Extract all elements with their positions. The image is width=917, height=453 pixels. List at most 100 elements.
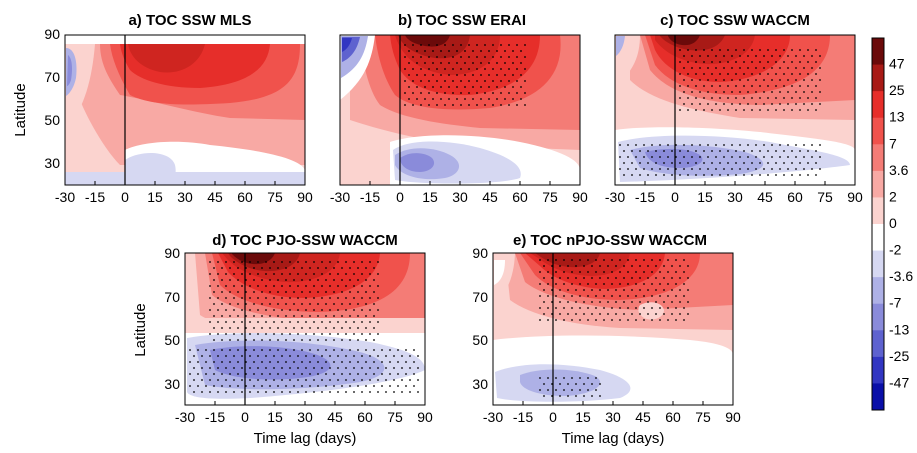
stipple-dot [715, 103, 717, 105]
stipple-dot [404, 68, 406, 70]
stipple-dot [245, 339, 247, 341]
stipple-dot [293, 373, 295, 375]
stipple-dot [281, 261, 283, 263]
stipple-dot [229, 361, 231, 363]
stipple-dot [456, 62, 458, 64]
colorbar-label: 47 [889, 56, 905, 72]
stipple-dot [217, 379, 219, 381]
stipple-dot [555, 271, 557, 273]
stipple-dot [599, 289, 601, 291]
stipple-dot [671, 313, 673, 315]
stipple-dot [365, 327, 367, 329]
stipple-dot [703, 73, 705, 75]
stipple-dot [385, 391, 387, 393]
stipple-dot [329, 273, 331, 275]
stipple-dot [217, 333, 219, 335]
stipple-dot [353, 391, 355, 393]
stipple-dot [679, 97, 681, 99]
stipple-dot [567, 395, 569, 397]
stipple-dot [779, 156, 781, 158]
stipple-dot [711, 97, 713, 99]
stipple-dot [687, 265, 689, 267]
stipple-dot [795, 144, 797, 146]
stipple-dot [293, 291, 295, 293]
stipple-dot [579, 259, 581, 261]
stipple-dot [571, 271, 573, 273]
stipple-dot [496, 50, 498, 52]
stipple-dot [675, 271, 677, 273]
stipple-dot [775, 61, 777, 63]
stipple-dot [321, 355, 323, 357]
stipple-dot [691, 168, 693, 170]
stipple-dot [631, 313, 633, 315]
stipple-dot [799, 73, 801, 75]
stipple-dot [671, 289, 673, 291]
stipple-dot [369, 321, 371, 323]
stipple-dot [803, 103, 805, 105]
stipple-dot [273, 273, 275, 275]
stipple-dot [229, 279, 231, 281]
stipple-dot [428, 44, 430, 46]
stipple-dot [245, 315, 247, 317]
panel-d-ytick-30: 30 [164, 376, 180, 392]
stipple-dot [615, 301, 617, 303]
stipple-dot [707, 168, 709, 170]
stipple-dot [329, 261, 331, 263]
stipple-dot [619, 168, 621, 170]
stipple-dot [484, 56, 486, 58]
stipple-dot [635, 271, 637, 273]
stipple-dot [333, 315, 335, 317]
stipple-dot [659, 144, 661, 146]
stipple-dot [727, 109, 729, 111]
stipple-dot [611, 283, 613, 285]
stipple-dot [405, 349, 407, 351]
stipple-dot [551, 313, 553, 315]
colorbar-label: 25 [889, 82, 905, 98]
stipple-dot [791, 162, 793, 164]
stipple-dot [412, 44, 414, 46]
stipple-dot [779, 67, 781, 69]
stipple-dot [575, 289, 577, 291]
stipple-dot [285, 349, 287, 351]
panel-a-ylabel: Latitude [12, 83, 29, 136]
stipple-dot [807, 61, 809, 63]
stipple-dot [739, 156, 741, 158]
stipple-dot [643, 295, 645, 297]
stipple-dot [377, 273, 379, 275]
stipple-dot [815, 174, 817, 176]
panel-c-xticks: -30 -15 0 15 30 45 60 75 90 [605, 181, 863, 205]
stipple-dot [723, 67, 725, 69]
stipple-dot [667, 283, 669, 285]
stipple-dot [309, 291, 311, 293]
stipple-dot [567, 289, 569, 291]
stipple-dot [472, 74, 474, 76]
stipple-dot [807, 109, 809, 111]
stipple-dot [767, 150, 769, 152]
stipple-dot [404, 92, 406, 94]
stipple-dot [265, 285, 267, 287]
stipple-dot [436, 92, 438, 94]
stipple-dot [508, 80, 510, 82]
stipple-dot [405, 385, 407, 387]
stipple-dot [703, 150, 705, 152]
stipple-dot [751, 61, 753, 63]
stipple-dot [261, 327, 263, 329]
stipple-dot [373, 267, 375, 269]
stipple-dot [484, 68, 486, 70]
stipple-dot [639, 162, 641, 164]
stipple-dot [317, 267, 319, 269]
stippling-dots [619, 144, 821, 176]
stipple-dot [408, 74, 410, 76]
stipple-dot [687, 277, 689, 279]
stipple-dot [325, 373, 327, 375]
stipple-dot [635, 283, 637, 285]
stipple-dot [297, 355, 299, 357]
stipple-dot [575, 383, 577, 385]
stipple-dot [241, 321, 243, 323]
stipple-dot [444, 80, 446, 82]
stipple-dot [197, 349, 199, 351]
stipple-dot [731, 168, 733, 170]
stipple-dot [755, 55, 757, 57]
stipple-dot [791, 49, 793, 51]
stipple-dot [313, 261, 315, 263]
